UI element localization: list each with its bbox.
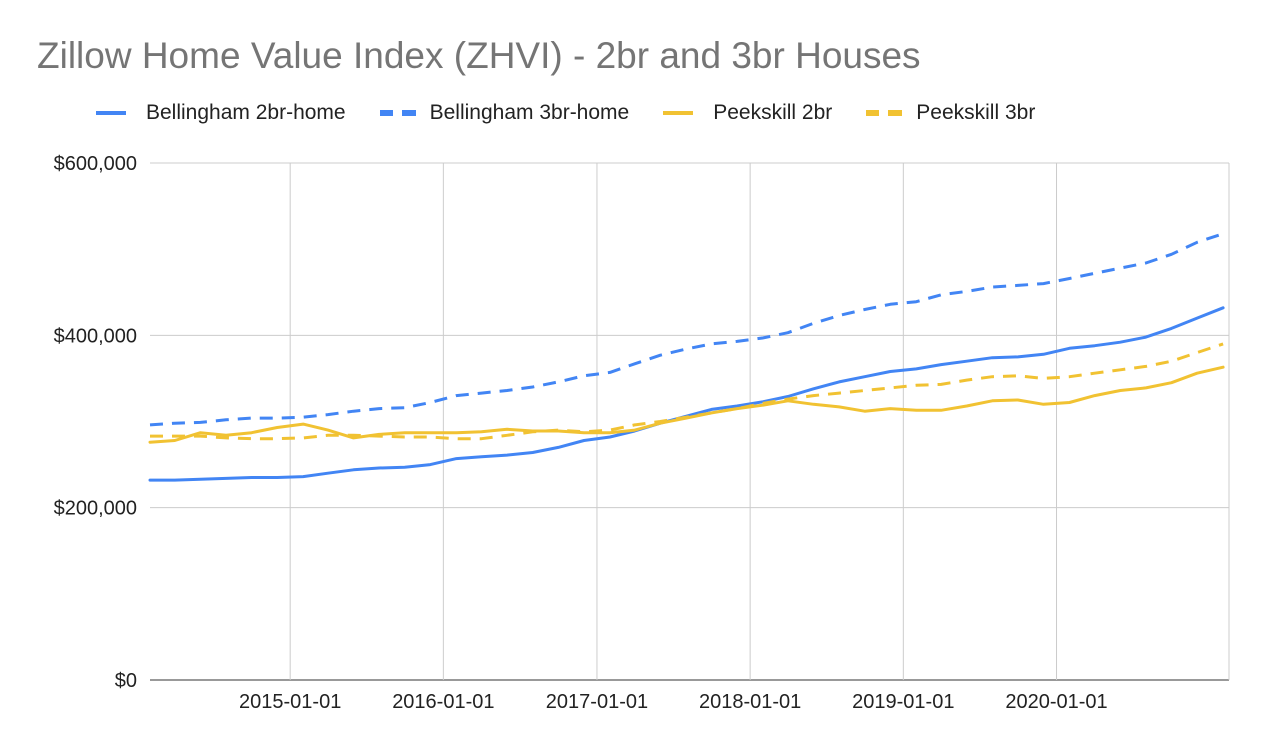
- legend-label: Bellingham 2br-home: [146, 101, 346, 124]
- legend-swatch-bellingham-2br-home: [96, 111, 126, 115]
- series-line-bellingham-2br-home: [148, 306, 1225, 482]
- legend-swatch-bellingham-3br-home: [379, 110, 416, 116]
- x-tick-label: 2017-01-01: [546, 691, 648, 713]
- x-tick-label: 2020-01-01: [1005, 691, 1107, 713]
- legend-item-peekskill-2br: Peekskill 2br: [663, 101, 832, 125]
- y-tick-label: $200,000: [54, 498, 137, 520]
- x-tick-label: 2019-01-01: [852, 691, 954, 713]
- y-tick-label: $400,000: [54, 325, 137, 347]
- legend-label: Peekskill 2br: [713, 101, 833, 124]
- legend-item-bellingham-3br-home: Bellingham 3br-home: [379, 101, 630, 125]
- legend-label: Peekskill 3br: [916, 101, 1036, 124]
- legend: Bellingham 2br-home Bellingham 3br-home Pe…: [96, 98, 1069, 128]
- series-line-peekskill-3br: [150, 342, 1224, 441]
- y-tick-label: $600,000: [54, 153, 137, 175]
- legend-label: Bellingham 3br-home: [429, 101, 630, 124]
- x-tick-label: 2015-01-01: [239, 691, 341, 713]
- series-line-bellingham-3br-home: [149, 232, 1224, 427]
- x-tick-label: 2018-01-01: [699, 691, 801, 713]
- chart-title: Zillow Home Value Index (ZHVI) - 2br and…: [37, 35, 921, 76]
- legend-item-peekskill-3br: Peekskill 3br: [866, 101, 1035, 125]
- series-line-peekskill-2br: [148, 365, 1225, 444]
- legend-item-bellingham-2br-home: Bellingham 2br-home: [96, 101, 346, 125]
- legend-swatch-peekskill-3br: [866, 110, 903, 116]
- legend-swatch-peekskill-2br: [663, 111, 694, 115]
- y-tick-label: $0: [115, 670, 137, 692]
- x-tick-label: 2016-01-01: [392, 691, 494, 713]
